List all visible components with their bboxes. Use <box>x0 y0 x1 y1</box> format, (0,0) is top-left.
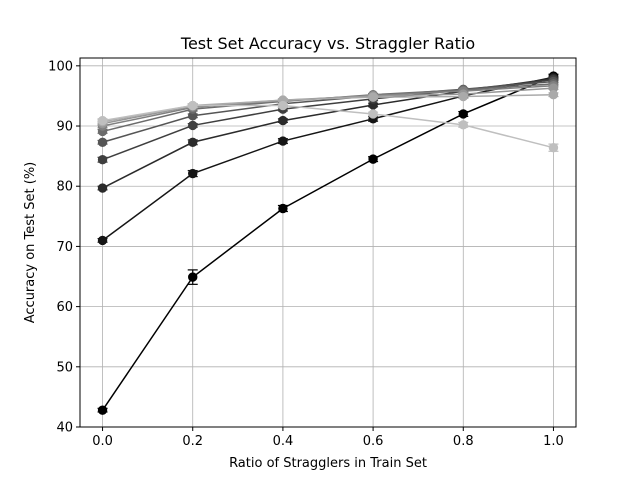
y-tick-label: 80 <box>56 180 73 195</box>
series-line <box>102 104 554 149</box>
x-tick-label: 0.8 <box>453 434 474 449</box>
data-point <box>548 90 559 100</box>
y-tick-label: 60 <box>56 300 73 315</box>
series-line <box>101 75 554 411</box>
data-point <box>97 115 108 126</box>
y-tick-label: 100 <box>48 59 73 74</box>
series-1 <box>97 71 559 415</box>
data-point <box>97 183 108 193</box>
data-point <box>188 168 198 179</box>
series-line <box>102 80 554 143</box>
data-point <box>97 405 108 415</box>
data-point <box>458 91 468 102</box>
chart-title: Test Set Accuracy vs. Straggler Ratio <box>180 34 475 53</box>
y-tick-label: 90 <box>56 120 73 135</box>
x-axis-title: Ratio of Stragglers in Train Set <box>229 456 427 471</box>
plot-frame <box>79 57 577 428</box>
data-point <box>188 120 198 131</box>
data-point <box>97 155 108 165</box>
series-10 <box>97 100 559 153</box>
data-point <box>97 137 108 147</box>
data-point <box>278 136 288 146</box>
data-point <box>188 100 198 111</box>
x-tick-label: 0.6 <box>363 434 384 449</box>
y-tick-label: 50 <box>56 360 73 375</box>
x-tick-label: 0.2 <box>182 434 203 449</box>
data-point <box>368 92 378 102</box>
x-tick-label: 0.4 <box>273 434 294 449</box>
data-point <box>188 272 198 282</box>
data-point <box>458 109 468 119</box>
data-point <box>458 120 468 130</box>
data-point <box>278 100 288 111</box>
data-point <box>278 203 288 214</box>
data-point <box>97 235 108 246</box>
y-tick-label: 40 <box>56 421 73 436</box>
data-point <box>188 137 198 147</box>
y-tick-label: 70 <box>56 240 73 255</box>
x-tick-label: 1.0 <box>543 434 564 449</box>
data-point <box>368 109 378 119</box>
series-group <box>97 71 559 415</box>
data-point <box>548 142 559 153</box>
x-tick-label: 0.0 <box>92 434 113 449</box>
axis-ticks: 0.0 0.2 0.4 0.6 0.8 1.0 40 50 60 70 80 90 100 <box>48 59 564 449</box>
data-point <box>278 115 288 126</box>
data-point <box>368 154 378 164</box>
y-axis-title: Accuracy on Test Set (%) <box>23 162 38 324</box>
